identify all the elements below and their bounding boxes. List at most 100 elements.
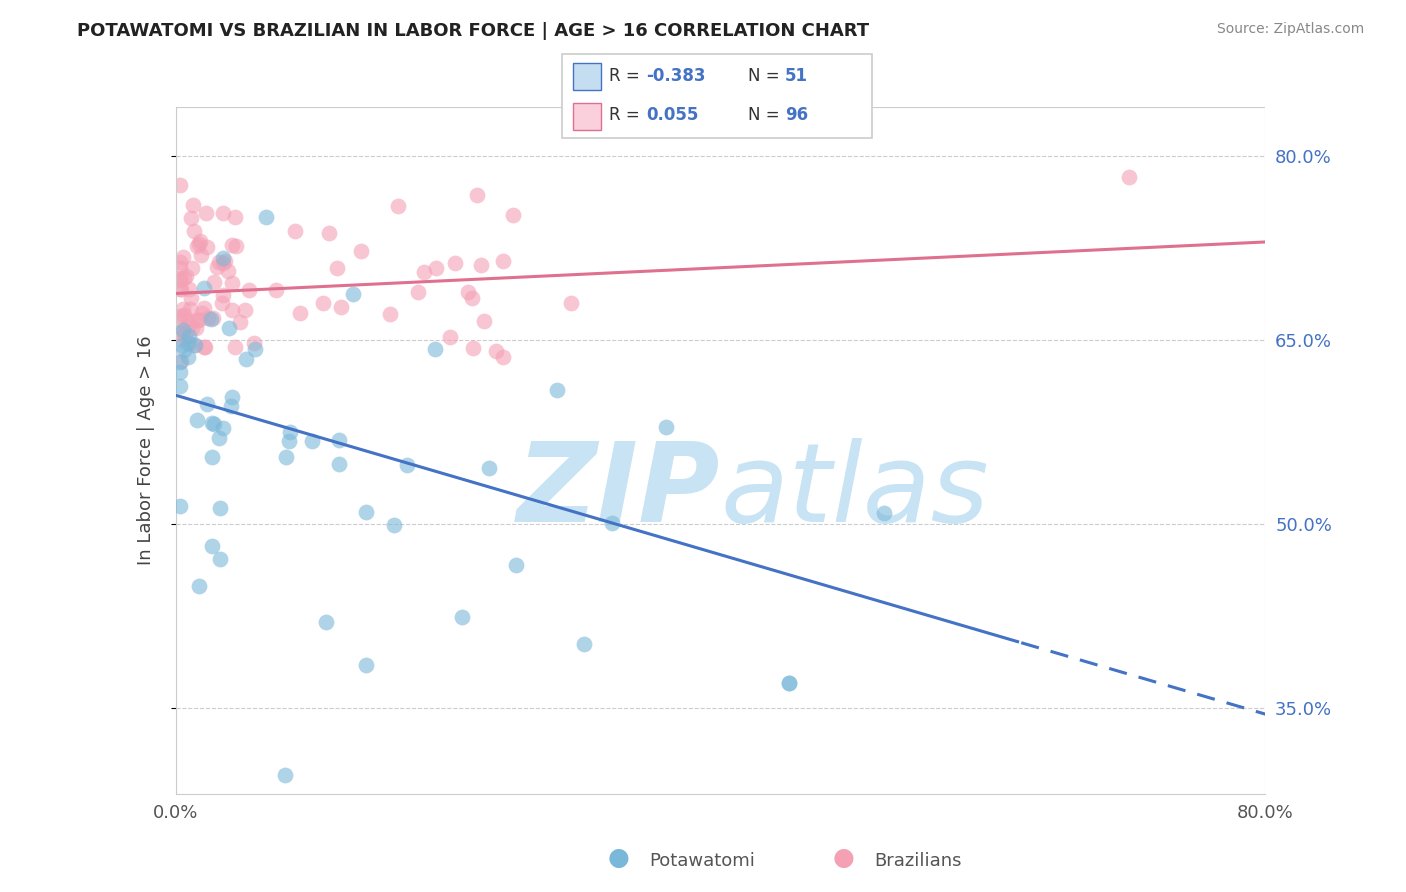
Point — [212, 256, 235, 270]
Point — [188, 234, 211, 248]
Point — [205, 260, 228, 275]
Point — [1118, 170, 1140, 185]
Point — [208, 255, 231, 269]
Point — [173, 308, 195, 322]
Point — [169, 355, 191, 369]
Point — [186, 239, 208, 253]
Point — [177, 350, 200, 364]
Point — [169, 499, 191, 513]
Point — [574, 637, 596, 651]
Point — [211, 296, 233, 310]
Point — [461, 291, 484, 305]
Point — [172, 302, 194, 317]
Point — [224, 210, 246, 224]
Point — [217, 264, 239, 278]
Point — [169, 254, 191, 268]
Text: ●: ● — [832, 846, 855, 870]
Point — [492, 254, 515, 268]
Point — [194, 340, 217, 354]
Point — [224, 340, 246, 354]
Point — [170, 353, 193, 368]
Point — [264, 283, 287, 297]
Point — [328, 434, 350, 448]
Point — [225, 239, 247, 253]
Point — [315, 615, 337, 630]
Text: 96: 96 — [785, 105, 808, 123]
Point — [186, 412, 208, 426]
Point — [439, 330, 461, 344]
Point — [243, 335, 266, 350]
Text: 51: 51 — [785, 68, 808, 86]
FancyBboxPatch shape — [574, 103, 602, 130]
Point — [172, 251, 194, 265]
Point — [328, 457, 350, 471]
Point — [505, 558, 527, 572]
Point — [169, 273, 191, 287]
FancyBboxPatch shape — [562, 54, 872, 138]
Point — [209, 552, 232, 566]
Point — [221, 390, 243, 404]
Point — [169, 365, 191, 379]
Point — [177, 336, 200, 351]
Point — [184, 338, 207, 352]
Point — [245, 342, 267, 356]
Text: POTAWATOMI VS BRAZILIAN IN LABOR FORCE | AGE > 16 CORRELATION CHART: POTAWATOMI VS BRAZILIAN IN LABOR FORCE |… — [77, 22, 869, 40]
Point — [211, 288, 233, 302]
Point — [201, 539, 224, 553]
Point — [211, 420, 233, 434]
Point — [169, 178, 191, 192]
Point — [193, 281, 215, 295]
Text: ●: ● — [607, 846, 630, 870]
Point — [413, 265, 436, 279]
Point — [202, 417, 225, 431]
Point — [235, 351, 257, 366]
Point — [169, 282, 191, 296]
Point — [478, 461, 501, 475]
Point — [177, 281, 200, 295]
Point — [457, 285, 479, 299]
Point — [169, 260, 191, 275]
Text: N =: N = — [748, 68, 785, 86]
Point — [406, 285, 429, 299]
Y-axis label: In Labor Force | Age > 16: In Labor Force | Age > 16 — [136, 335, 155, 566]
Point — [181, 321, 204, 335]
Point — [873, 507, 896, 521]
Point — [169, 282, 191, 296]
Point — [183, 338, 205, 352]
Point — [290, 306, 312, 320]
Point — [195, 206, 218, 220]
Point — [382, 517, 405, 532]
Point — [356, 505, 378, 519]
Point — [211, 251, 233, 265]
Point — [301, 434, 323, 448]
Text: N =: N = — [748, 105, 785, 123]
Point — [169, 313, 191, 327]
Point — [186, 313, 208, 327]
Point — [169, 309, 191, 323]
Point — [201, 450, 224, 465]
Point — [219, 399, 242, 413]
Point — [169, 326, 191, 340]
Point — [349, 244, 371, 259]
Point — [212, 206, 235, 220]
Point — [202, 275, 225, 289]
Point — [190, 306, 212, 320]
Text: 0.055: 0.055 — [645, 105, 699, 123]
Point — [169, 326, 191, 340]
Point — [284, 224, 307, 238]
Point — [169, 332, 191, 346]
Point — [177, 314, 200, 328]
Point — [318, 226, 340, 240]
Point — [485, 343, 508, 358]
Text: atlas: atlas — [721, 438, 990, 545]
Point — [278, 434, 301, 448]
Point — [200, 312, 222, 326]
Point — [329, 300, 352, 314]
Point — [186, 321, 208, 335]
Point — [183, 224, 205, 238]
Point — [235, 302, 257, 317]
Point — [179, 302, 201, 317]
Text: Source: ZipAtlas.com: Source: ZipAtlas.com — [1216, 22, 1364, 37]
Point — [173, 343, 195, 357]
Point — [502, 208, 524, 222]
